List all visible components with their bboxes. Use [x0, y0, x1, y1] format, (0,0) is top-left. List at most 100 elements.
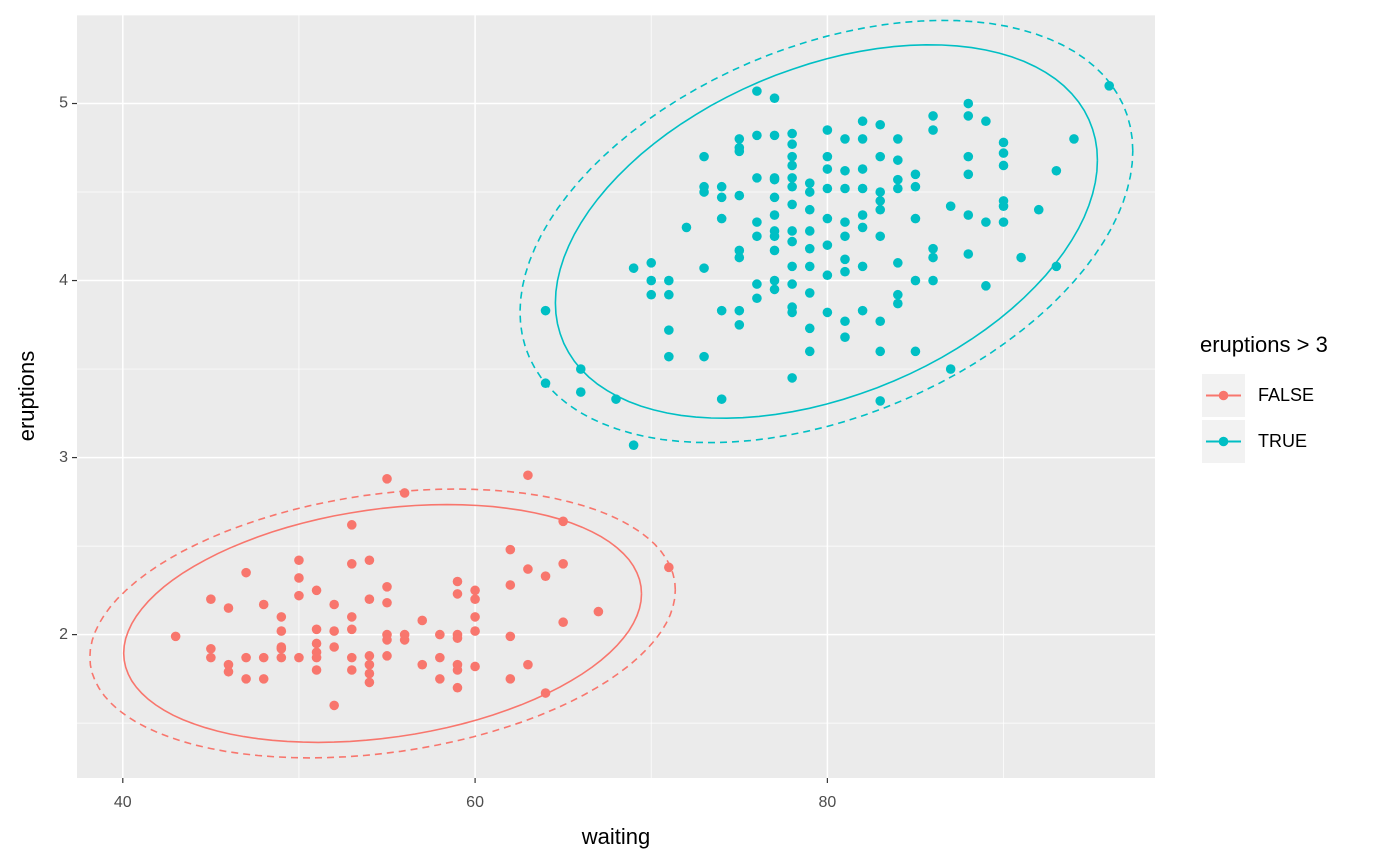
point	[611, 394, 621, 404]
point	[945, 364, 956, 374]
point	[875, 396, 886, 406]
point	[804, 243, 815, 254]
point	[540, 305, 551, 316]
point	[664, 351, 674, 362]
point	[346, 520, 357, 530]
point	[258, 674, 269, 684]
point	[646, 258, 657, 268]
point	[364, 677, 375, 688]
point	[928, 111, 938, 121]
point	[840, 254, 850, 265]
point	[258, 652, 269, 663]
point	[470, 612, 480, 622]
point	[875, 204, 886, 215]
point	[734, 305, 745, 316]
point	[452, 633, 463, 643]
point	[804, 178, 815, 188]
point	[1033, 204, 1044, 215]
point	[963, 151, 974, 162]
point	[910, 213, 921, 224]
point	[364, 659, 375, 670]
point	[804, 261, 815, 272]
point	[311, 638, 322, 649]
point	[276, 652, 287, 663]
point	[329, 626, 339, 636]
point	[893, 155, 903, 165]
point	[769, 245, 780, 256]
point	[346, 612, 357, 622]
point	[875, 151, 886, 162]
point	[822, 270, 833, 281]
point	[417, 659, 428, 670]
point	[1051, 261, 1062, 272]
point	[787, 279, 797, 289]
point	[540, 688, 551, 698]
point	[769, 93, 780, 104]
point	[787, 199, 797, 210]
point	[505, 674, 516, 684]
point	[1069, 134, 1079, 144]
point	[963, 98, 974, 109]
ellipse	[554, 43, 1099, 420]
point	[875, 196, 886, 206]
point	[857, 261, 868, 272]
point	[910, 181, 921, 192]
point	[664, 275, 674, 286]
point	[311, 652, 322, 663]
point	[893, 298, 903, 309]
point	[840, 217, 850, 227]
point	[294, 555, 304, 566]
point	[329, 599, 339, 610]
point	[593, 606, 604, 617]
point	[241, 652, 251, 663]
x-tick-label: 60	[466, 794, 484, 811]
point	[452, 682, 463, 693]
point	[857, 116, 868, 127]
point	[311, 665, 322, 675]
ellipse	[89, 488, 677, 759]
point	[664, 289, 674, 300]
point	[399, 488, 410, 498]
point	[505, 544, 516, 555]
point	[435, 629, 445, 640]
point	[787, 373, 797, 383]
y-tick-label: 4	[59, 272, 68, 289]
ellipse	[519, 19, 1134, 444]
point	[804, 204, 815, 215]
point	[470, 661, 480, 672]
point	[787, 226, 797, 236]
point	[346, 665, 357, 675]
point	[523, 564, 533, 574]
point	[822, 240, 833, 250]
point	[998, 201, 1009, 211]
point	[840, 165, 850, 176]
point	[575, 364, 586, 374]
point	[558, 617, 568, 628]
point	[523, 470, 533, 481]
point	[840, 231, 850, 242]
point	[928, 252, 938, 263]
point	[1104, 81, 1115, 91]
point	[981, 217, 991, 227]
y-axis-title: eruptions	[14, 351, 39, 442]
point	[998, 148, 1009, 158]
point	[364, 668, 375, 679]
point	[787, 261, 797, 272]
point	[857, 210, 868, 220]
point	[382, 597, 392, 608]
point	[910, 346, 921, 357]
point	[769, 192, 780, 203]
point	[787, 151, 797, 162]
point	[752, 86, 762, 96]
point	[346, 624, 357, 635]
point	[470, 626, 480, 636]
legend-point	[1218, 436, 1229, 447]
point	[170, 631, 181, 642]
point	[875, 231, 886, 242]
point	[787, 128, 797, 139]
point	[875, 346, 886, 357]
point	[857, 305, 868, 316]
point	[1016, 252, 1026, 263]
y-tick-label: 3	[59, 449, 68, 466]
point	[628, 263, 639, 273]
